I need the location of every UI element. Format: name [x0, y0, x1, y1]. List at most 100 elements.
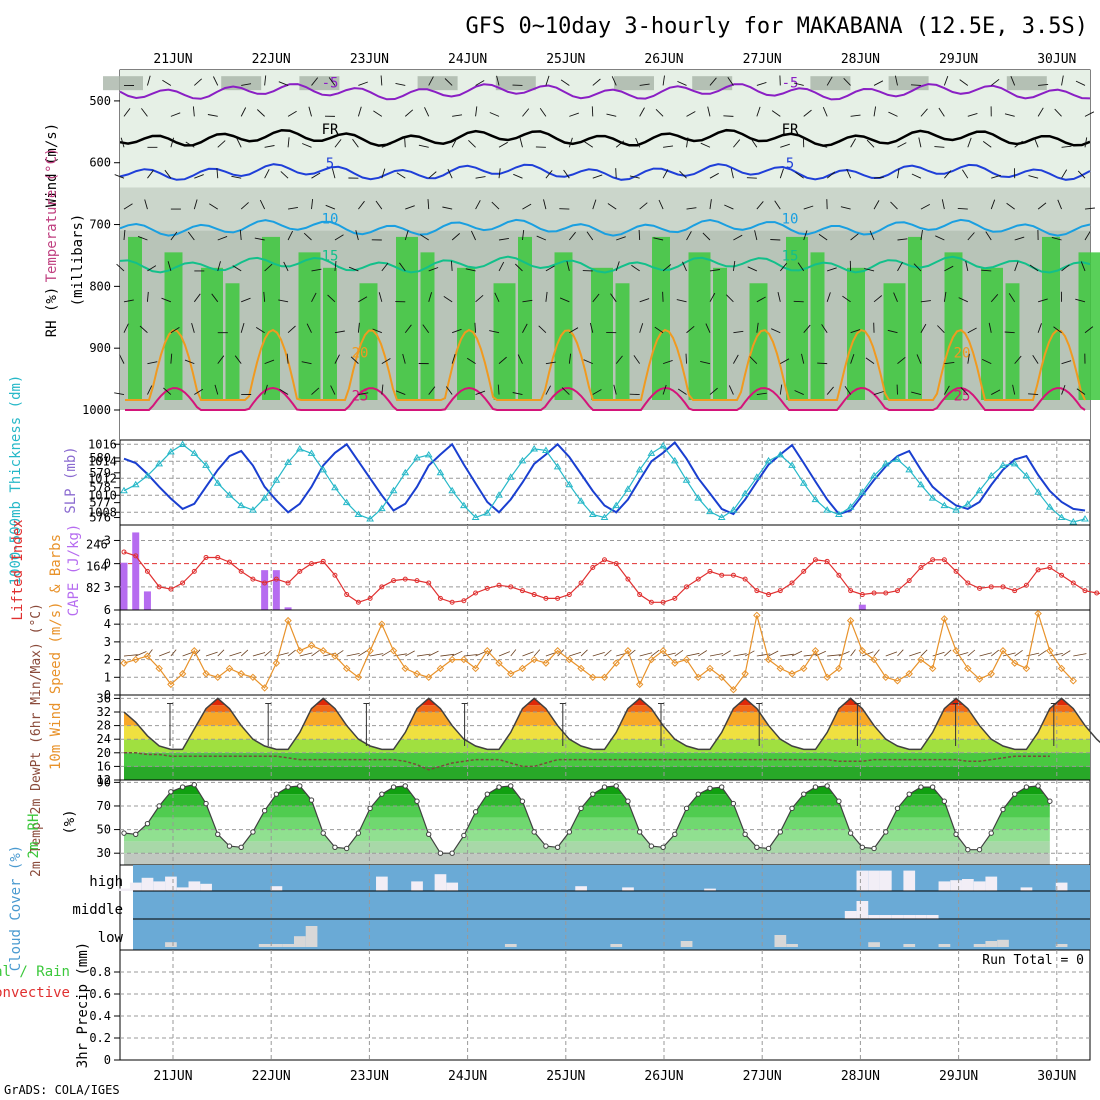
- temperature-contour-10: [119, 218, 1091, 237]
- y-tick-label: 577: [89, 496, 111, 510]
- thickness-point: [647, 449, 656, 456]
- wind-barb: [498, 237, 509, 241]
- rh-point: [824, 783, 830, 789]
- wind-barb: [606, 113, 617, 117]
- wind-barb: [967, 353, 970, 364]
- surface-wind-barb: [990, 649, 1000, 657]
- wind-barb: [586, 231, 594, 241]
- wind-barb: [943, 75, 949, 86]
- wind-barb: [334, 330, 345, 334]
- wind-speed-point: [952, 647, 960, 655]
- wind-barb: [990, 199, 996, 210]
- temperature-contour-15: [119, 255, 1091, 274]
- wind-barb: [1008, 293, 1016, 303]
- lifted-index-line: [123, 551, 1100, 603]
- lifted-index-point: [660, 599, 666, 605]
- wind-speed-point: [565, 655, 574, 664]
- wind-speed-point: [1010, 659, 1019, 667]
- wind-speed-point: [682, 655, 691, 664]
- wind-speed-point: [542, 659, 550, 667]
- wind-barb: [843, 77, 851, 86]
- wind-barb: [1014, 261, 1019, 272]
- wind-speed-point: [882, 673, 890, 681]
- wind-barb: [990, 78, 1000, 86]
- wind-barb: [1075, 298, 1086, 303]
- wind-barb: [475, 294, 484, 303]
- wind-barb: [894, 75, 898, 86]
- low-cloud-bar: [1055, 944, 1068, 947]
- surface-wind-barb: [791, 650, 803, 657]
- wind-barb: [1038, 83, 1049, 86]
- lifted-index-point: [1082, 588, 1088, 594]
- wind-barb: [311, 172, 321, 179]
- surface-wind-barb: [147, 649, 153, 657]
- wind-barb: [988, 322, 992, 333]
- wind-speed-point: [600, 673, 609, 681]
- wind-barb: [170, 112, 181, 117]
- wind-barb: [334, 139, 342, 148]
- wind-barb: [427, 199, 430, 210]
- rh-point: [1035, 783, 1041, 789]
- wind-speed-point: [835, 664, 843, 673]
- contour-label: 20: [352, 345, 369, 361]
- lifted-index-point: [156, 584, 162, 590]
- lifted-index-point: [977, 585, 983, 591]
- wind-barb: [522, 323, 528, 333]
- wind-barb: [380, 75, 383, 86]
- wind-barb: [893, 292, 898, 302]
- thickness-point: [401, 468, 410, 476]
- lifted-index-point: [309, 561, 315, 567]
- wind-barb: [920, 323, 927, 333]
- wind-barb: [327, 294, 336, 303]
- low-cloud-bar: [997, 939, 1009, 947]
- thickness-point: [1045, 503, 1054, 510]
- wind-barb: [240, 107, 247, 117]
- contour-label: FR: [782, 122, 799, 138]
- wind-barb: [750, 138, 758, 148]
- wind-barb: [592, 389, 602, 395]
- wind-speed-point: [460, 655, 468, 664]
- wind-barb: [1012, 384, 1016, 395]
- thickness-point: [928, 494, 937, 501]
- wind-speed-point: [823, 673, 831, 681]
- wind-barb: [358, 296, 368, 303]
- wind-barb: [794, 390, 804, 395]
- wind-barb: [216, 168, 219, 179]
- wind-barb: [631, 264, 640, 272]
- wind-speed-point: [120, 659, 128, 667]
- y-tick-label: 800: [89, 279, 111, 293]
- lifted-index-point: [133, 553, 139, 559]
- y-tick-label: 70: [97, 799, 111, 813]
- y-tick-label: 6: [104, 603, 111, 617]
- lifted-index-point: [1094, 590, 1100, 596]
- slp-tick-label: 1008: [88, 505, 117, 519]
- surface-wind-barb: [346, 653, 360, 657]
- wind-barb: [866, 139, 875, 148]
- wind-barb: [560, 79, 570, 86]
- rh-high-patch: [652, 236, 670, 400]
- wind-barb: [330, 385, 336, 395]
- surface-wind-barb: [885, 651, 898, 657]
- thickness-point: [846, 503, 855, 510]
- lifted-index-point: [285, 580, 291, 586]
- surface-wind-barb: [205, 651, 218, 657]
- y-tick-label: 580: [89, 451, 111, 465]
- lifted-index-point: [332, 572, 338, 578]
- wind-speed-line: [123, 611, 1074, 691]
- date-label-bottom: 22JUN: [252, 1069, 291, 1084]
- thickness-point: [635, 465, 644, 473]
- wind-barb: [350, 356, 359, 364]
- wind-barb: [958, 297, 968, 303]
- wind-barb: [357, 322, 360, 333]
- lifted-index-point: [191, 568, 197, 574]
- surface-wind-barb: [416, 653, 431, 657]
- wind-speed-point: [741, 670, 749, 678]
- wind-speed-point: [776, 664, 785, 673]
- wind-barb: [1014, 355, 1022, 364]
- lifted-index-point: [180, 580, 186, 586]
- surface-wind-barb: [721, 650, 731, 657]
- thickness-point: [612, 501, 621, 509]
- wind-barb: [780, 143, 790, 148]
- surface-wind-barb: [405, 650, 415, 657]
- wind-barb: [311, 199, 314, 210]
